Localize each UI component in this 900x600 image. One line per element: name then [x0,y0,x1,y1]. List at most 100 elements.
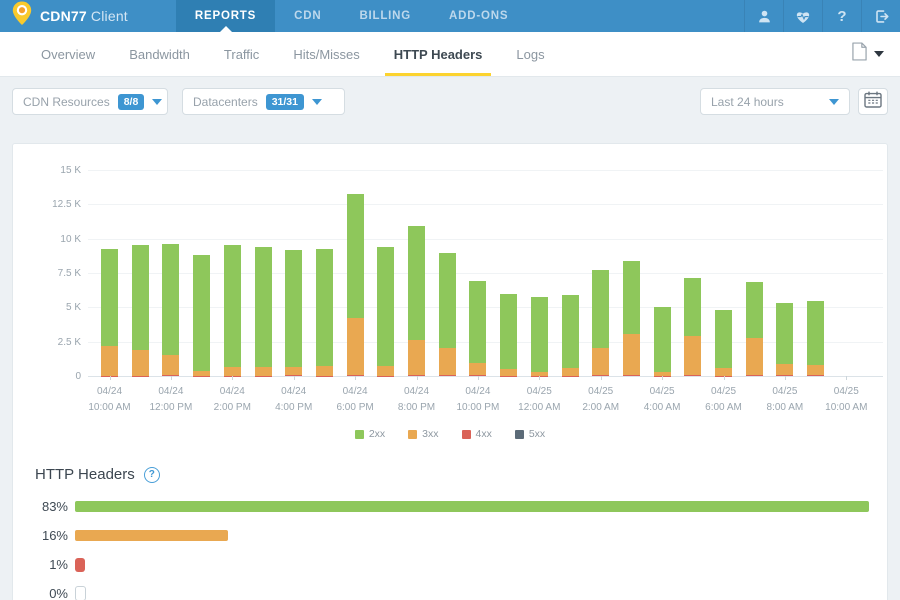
help-glyph: ? [837,7,847,25]
http-headers-section-header: HTTP Headers ? [35,466,887,483]
y-axis-label: 7.5 K [57,268,81,279]
chart-plot-area: 04/24 10:00 AM 04/24 12:00 PM 04/24 2:00 PM 04… [88,170,883,413]
nav-item-billing[interactable]: BILLING [359,10,412,22]
x-axis-tick [723,376,725,380]
top-navbar: CDN77 Client REPORTS CDN BILLING ADD-ONS … [0,0,900,32]
datacenters-dropdown[interactable]: Datacenters 31/31 [182,88,345,115]
tab-hits-misses[interactable]: Hits/Misses [293,46,360,62]
nav-item-cdn[interactable]: CDN [294,10,322,22]
hbar-row: 83% [25,499,869,514]
bar-segment-3xx [622,333,640,376]
bar-segment-3xx [715,368,732,376]
health-status-icon[interactable] [783,0,822,32]
document-export-icon [852,42,867,66]
brand-name: CDN77 [40,8,87,24]
bar-segment-2xx [500,293,518,370]
bar-segment-2xx [315,249,333,366]
tab-http-headers[interactable]: HTTP Headers [377,32,500,76]
bar-column [807,301,825,376]
bar-segment-2xx [193,255,211,371]
hbar-value-label: 83% [41,499,68,514]
bar-segment-2xx [653,307,671,372]
bar-segment-2xx [530,297,548,372]
tab-overview[interactable]: Overview [41,46,96,62]
bar-segment-3xx [408,339,425,376]
calendar-button[interactable] [858,88,888,115]
bar-segment-2xx [162,243,180,355]
navbar-icons: ? [744,0,900,32]
time-range-dropdown[interactable]: Last 24 hours [700,88,850,115]
bar-column [193,255,211,376]
tab-logs[interactable]: Logs [516,46,545,62]
chevron-down-icon [874,51,884,57]
legend-item[interactable]: 2xx [354,428,385,440]
bar-column [254,246,272,376]
bar-segment-3xx [254,367,272,376]
report-card: 15 K 12.5 K 10 K 7.5 K 5 K 2.5 K 0 04/24 10:00 … [12,143,888,600]
bar-segment-3xx [438,347,456,376]
x-axis-label: 04/24 2:00 PM [213,386,251,413]
cdn77-pin-logo-icon [12,1,32,31]
x-axis-label: 04/24 10:00 AM [88,386,131,413]
section-help-icon[interactable]: ? [143,466,160,483]
legend-item[interactable]: 5xx [514,428,546,440]
bar-segment-3xx [807,364,825,375]
grid-line [88,204,883,206]
x-axis-label: 04/25 4:00 AM [643,386,681,413]
bar-segment-2xx [285,250,303,367]
bar-segment-2xx [684,277,702,336]
bar-column [776,302,794,376]
hbar-track [75,557,869,572]
hbar-row: 16% [25,528,869,543]
user-icon[interactable] [744,0,783,32]
x-axis-tick [232,376,234,380]
bar-segment-2xx [776,302,794,364]
hbar-bar-5xx [75,586,86,600]
bar-column [715,310,732,376]
x-axis-tick [600,376,602,380]
bar-segment-2xx [408,226,425,340]
bar-segment-2xx [223,245,241,368]
y-axis-label: 2.5 K [57,336,81,348]
nav-item-addons[interactable]: ADD-ONS [449,10,509,22]
chevron-down-icon [311,98,322,105]
x-axis-tick [109,376,111,380]
legend-label: 3xx [422,428,439,440]
nav-item-reports[interactable]: REPORTS [175,0,276,32]
hbar-value-label: 1% [49,557,68,572]
bar-segment-4xx [469,375,487,376]
datacenters-count-badge: 31/31 [265,93,304,110]
bar-column [377,246,395,376]
bar-segment-2xx [807,301,825,365]
bar-segment-3xx [469,362,487,376]
bar-column [530,297,548,376]
tab-bandwidth[interactable]: Bandwidth [129,46,190,62]
bar-segment-2xx [745,282,763,338]
y-axis-label: 15 K [60,165,81,176]
tab-traffic[interactable]: Traffic [223,46,260,62]
legend-item[interactable]: 3xx [408,428,439,440]
bar-column [592,270,610,376]
bar-segment-2xx [469,281,487,363]
export-dropdown[interactable] [852,32,884,76]
bar-segment-4xx [807,374,825,376]
bar-segment-3xx [745,337,763,376]
x-axis-tick [293,376,295,380]
bar-column [438,253,456,376]
legend-item[interactable]: 4xx [461,428,492,440]
logout-icon[interactable] [861,0,900,32]
bar-segment-4xx [346,374,364,376]
http-headers-percentage-chart: 83% 16% 1% 0% [13,499,887,600]
help-icon[interactable]: ? [822,0,861,32]
bar-column [684,277,702,376]
x-axis-label: 04/25 12:00 AM [518,386,561,413]
legend-label: 5xx [528,428,546,440]
bar-segment-3xx [131,350,149,376]
main-nav: REPORTS CDN BILLING ADD-ONS [175,0,527,32]
brand[interactable]: CDN77 Client [0,0,128,32]
hbar-track [75,586,869,600]
cdn-resources-dropdown[interactable]: CDN Resources 8/8 [12,88,168,115]
chevron-down-icon [152,98,163,105]
bar-segment-2xx [592,270,610,348]
hbar-row: 0% [25,586,869,600]
